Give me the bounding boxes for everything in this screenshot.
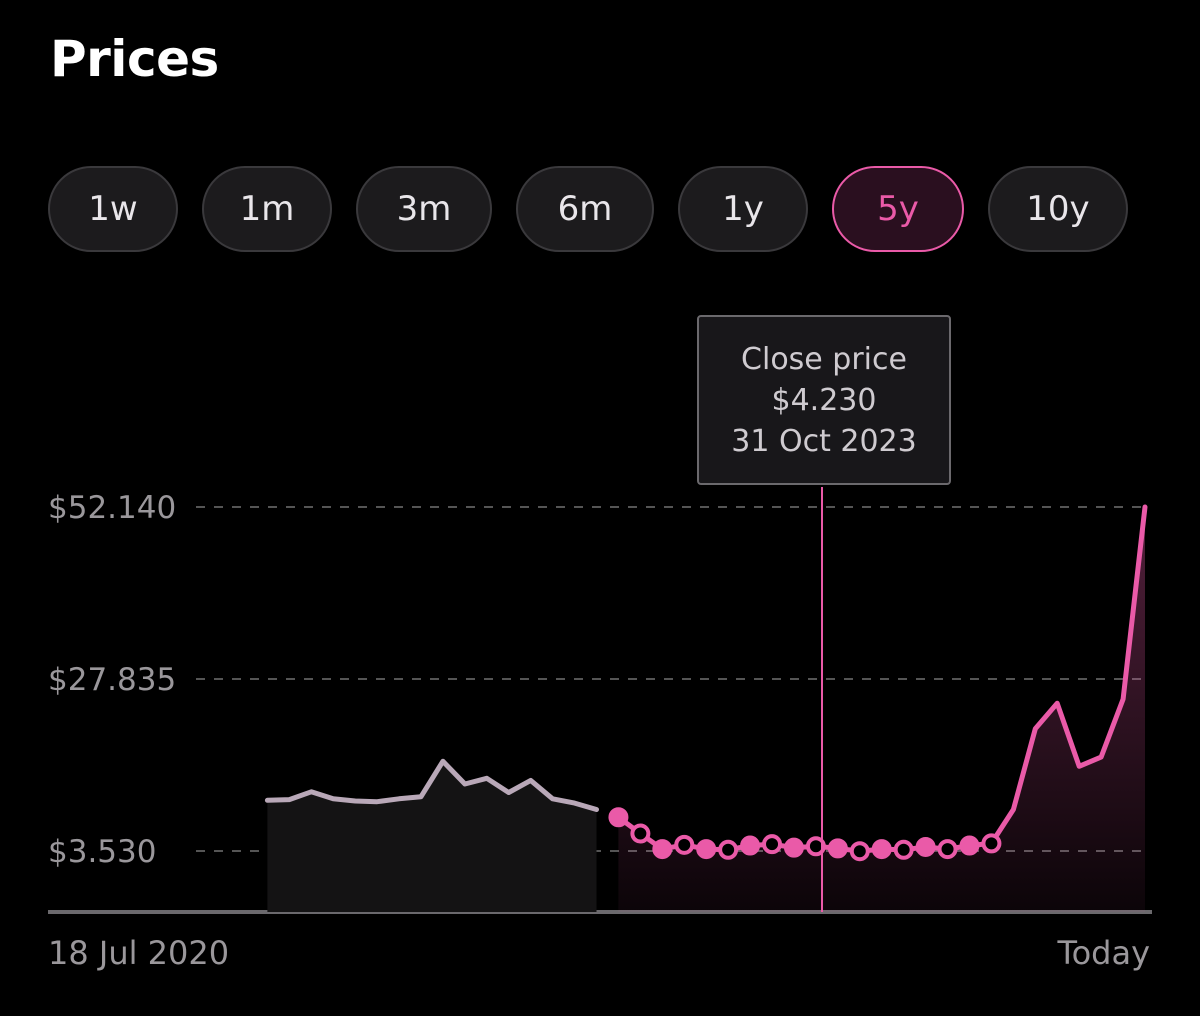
range-label: 1y [722,189,764,229]
data-point [981,833,1002,854]
range-label: 6m [557,189,613,229]
range-1w-button[interactable]: 1w [48,166,178,252]
y-tick-label: $27.835 [48,662,176,698]
close-price-tooltip: Close price $4.230 31 Oct 2023 [697,315,951,485]
data-point [674,834,695,855]
series-line [264,758,599,812]
range-6m-button[interactable]: 6m [516,166,654,252]
data-point [762,834,783,855]
x-axis-end-label: Today [1057,934,1150,972]
data-point [959,835,980,856]
page-title: Prices [50,30,219,88]
range-label: 5y [877,189,919,229]
range-label: 3m [396,189,452,229]
range-10y-button[interactable]: 10y [988,166,1128,252]
range-5y-button[interactable]: 5y [832,166,964,252]
range-selector: 1w 1m 3m 6m 1y 5y 10y [48,166,1128,252]
tooltip-value: $4.230 [771,382,877,418]
data-point [915,836,936,857]
range-label: 1w [88,189,138,229]
price-chart[interactable]: $52.140 $27.835 $3.530 [0,300,1200,920]
range-1y-button[interactable]: 1y [678,166,808,252]
series-area [267,761,597,912]
data-point [871,839,892,860]
data-point [849,841,870,862]
data-point [937,839,958,860]
tooltip-date: 31 Oct 2023 [731,423,917,459]
x-axis-start-label: 18 Jul 2020 [48,934,230,972]
data-point [608,807,629,828]
range-label: 10y [1026,189,1090,229]
range-label: 1m [239,189,295,229]
data-point [718,839,739,860]
tooltip-label: Close price [741,341,907,377]
range-1m-button[interactable]: 1m [202,166,332,252]
y-tick-label: $52.140 [48,490,176,526]
data-point [827,838,848,859]
data-point [630,823,651,844]
data-point [740,835,761,856]
data-point [805,836,826,857]
y-tick-label: $3.530 [48,834,156,870]
data-point [696,839,717,860]
range-3m-button[interactable]: 3m [356,166,492,252]
data-point [783,837,804,858]
data-point [652,839,673,860]
data-point [893,839,914,860]
